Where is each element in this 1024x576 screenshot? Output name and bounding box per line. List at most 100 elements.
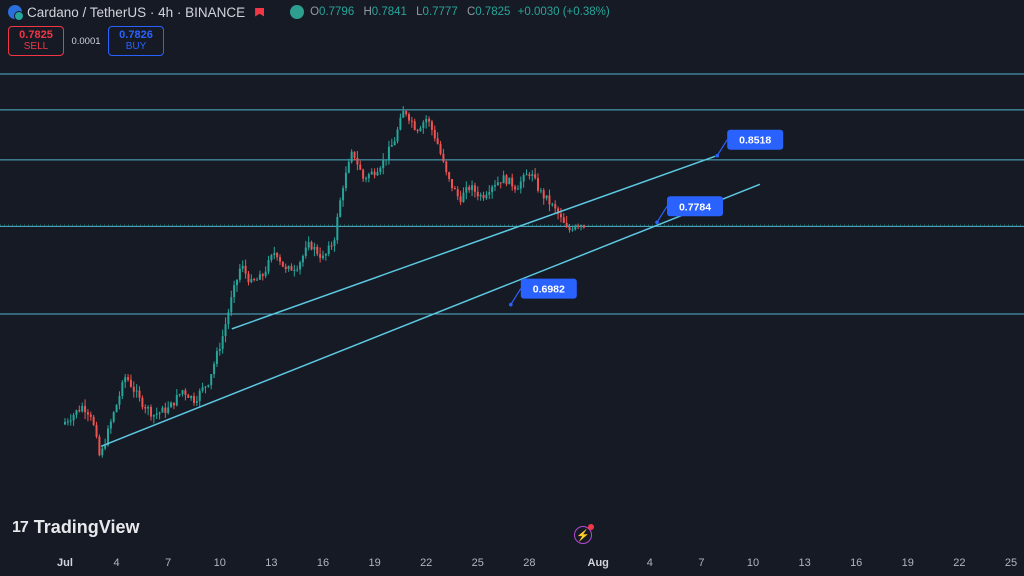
close-value: 0.7825	[475, 6, 511, 18]
status-flag-icon[interactable]	[255, 7, 265, 17]
candle-body	[190, 396, 193, 398]
candle-body	[539, 190, 542, 192]
x-tick-label: 4	[114, 557, 120, 569]
candle-body	[276, 253, 279, 258]
candle-body	[256, 279, 259, 281]
candle-body	[491, 186, 494, 193]
symbol-header: Cardano / TetherUS · 4h · BINANCE O0.779…	[8, 3, 610, 21]
candle-body	[84, 405, 87, 413]
buy-label: BUY	[125, 41, 147, 52]
flash-icon[interactable]: ⚡	[574, 524, 594, 544]
candle-body	[382, 159, 385, 169]
candle-body	[582, 225, 585, 228]
candle-body	[568, 227, 571, 231]
x-tick-label: 10	[747, 557, 759, 569]
logo-mark: 17	[12, 518, 29, 536]
candle-body	[390, 145, 393, 147]
candle-body	[238, 268, 241, 280]
callout-anchor	[509, 302, 513, 307]
sell-button[interactable]: 0.7825 SELL	[8, 26, 64, 56]
candle-body	[376, 172, 379, 176]
candle-body	[565, 222, 568, 228]
high-label: H	[363, 6, 372, 18]
tradingview-logo[interactable]: 17 TradingView	[12, 517, 140, 538]
candle-body	[554, 204, 557, 209]
candle-body	[264, 271, 267, 276]
candle-body	[327, 245, 330, 254]
buy-button[interactable]: 0.7826 BUY	[108, 26, 164, 56]
x-tick-label: 7	[165, 557, 171, 569]
candle-body	[347, 161, 350, 173]
candle-body	[224, 324, 227, 337]
x-tick-label: Aug	[588, 557, 609, 569]
candle-body	[147, 407, 150, 409]
candle-body	[175, 394, 178, 406]
candle-body	[442, 153, 445, 162]
candle-body	[121, 382, 124, 397]
sell-label: SELL	[23, 41, 49, 52]
candle-body	[373, 171, 376, 176]
candle-body	[158, 412, 161, 414]
candle-body	[267, 260, 270, 272]
candle-body	[155, 413, 158, 416]
callout-anchor	[655, 220, 659, 225]
candle-body	[580, 225, 582, 227]
candle-body	[210, 374, 213, 386]
candle-body	[218, 349, 221, 352]
candle-body	[451, 178, 453, 189]
ohlc-readout: O0.7796 H0.7841 L0.7777 C0.7825 +0.0030 …	[310, 6, 610, 18]
candle-body	[545, 195, 548, 199]
candle-body	[253, 279, 256, 281]
candle-body	[508, 177, 511, 185]
candle-body	[419, 128, 422, 132]
candle-body	[150, 407, 152, 417]
price-callout: 0.7784	[655, 196, 723, 225]
x-tick-label: Jul	[57, 557, 73, 569]
candle-body	[164, 407, 167, 413]
candle-body	[405, 111, 408, 115]
x-tick-label: 16	[317, 557, 329, 569]
candle-body	[387, 146, 390, 160]
candle-body	[359, 164, 362, 170]
candle-body	[482, 194, 485, 199]
x-tick-label: 19	[368, 557, 380, 569]
candle-body	[293, 269, 296, 271]
candle-body	[86, 412, 89, 415]
x-tick-label: 19	[902, 557, 914, 569]
candle-body	[296, 269, 299, 271]
candle-body	[135, 390, 138, 392]
buy-price: 0.7826	[119, 29, 153, 41]
visibility-icon[interactable]	[290, 5, 305, 19]
candle-body	[81, 405, 84, 412]
candle-body	[233, 285, 236, 298]
callout-label: 0.8518	[739, 135, 771, 147]
candle-body	[107, 428, 109, 446]
candle-body	[505, 175, 508, 185]
candle-body	[362, 169, 365, 179]
candle-body	[98, 436, 101, 456]
candle-body	[330, 245, 333, 247]
candle-body	[333, 240, 336, 246]
candle-body	[551, 204, 554, 206]
candle-body	[428, 118, 431, 122]
coin-icon[interactable]	[8, 5, 24, 21]
candle-body	[281, 261, 284, 267]
candle-body	[144, 407, 147, 409]
candle-body	[124, 377, 127, 383]
candle-body	[287, 266, 290, 269]
spread-value: 0.0001	[71, 35, 101, 47]
price-callout: 0.8518	[715, 129, 784, 158]
candle-body	[525, 174, 528, 176]
candle-body	[379, 168, 382, 173]
candle-body	[193, 396, 195, 403]
x-tick-label: 25	[472, 557, 484, 569]
candle-body	[313, 246, 316, 250]
candle-body	[488, 192, 491, 195]
symbol-title[interactable]: Cardano / TetherUS · 4h · BINANCE	[27, 4, 246, 20]
candle-body	[184, 390, 187, 395]
callout-pointer	[656, 205, 668, 223]
callout-label: 0.6982	[533, 284, 565, 296]
candle-body	[356, 157, 359, 165]
candle-body	[213, 364, 216, 375]
